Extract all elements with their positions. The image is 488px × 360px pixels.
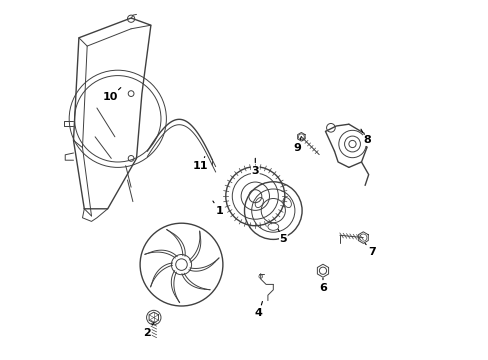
Text: 2: 2 [143,323,153,338]
Text: 11: 11 [192,157,208,171]
Text: 10: 10 [102,87,121,102]
Text: 6: 6 [318,278,326,293]
Text: 3: 3 [251,158,259,176]
Text: 1: 1 [212,201,223,216]
Text: 4: 4 [254,301,263,318]
Text: 5: 5 [278,229,286,244]
Text: 7: 7 [365,243,375,257]
Text: 9: 9 [293,136,301,153]
Text: 8: 8 [360,129,370,145]
